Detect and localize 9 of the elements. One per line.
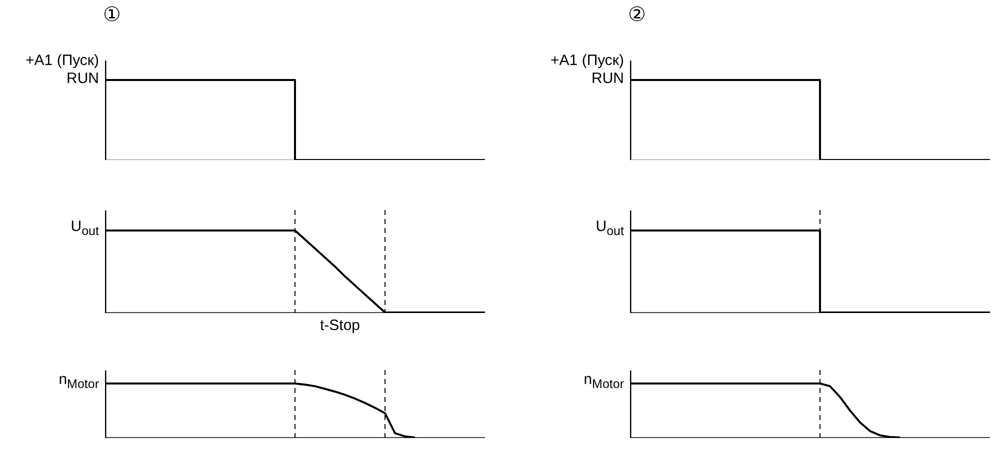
y-axis-title: n$_{Motor}$	[58, 370, 99, 392]
text: t-Stop	[320, 316, 360, 334]
y-axis-title: U$_{out}$	[596, 218, 624, 238]
y-axis-title: U$_{out}$	[70, 218, 99, 238]
y-axis-title: +A1 (Пуск) RUN	[550, 52, 624, 88]
chart-title: ①	[103, 3, 121, 27]
chart-title: ②	[628, 3, 646, 27]
y-axis-title: n$_{Motor}$	[584, 370, 624, 392]
y-axis-title: +A1 (Пуск) RUN	[26, 52, 99, 88]
